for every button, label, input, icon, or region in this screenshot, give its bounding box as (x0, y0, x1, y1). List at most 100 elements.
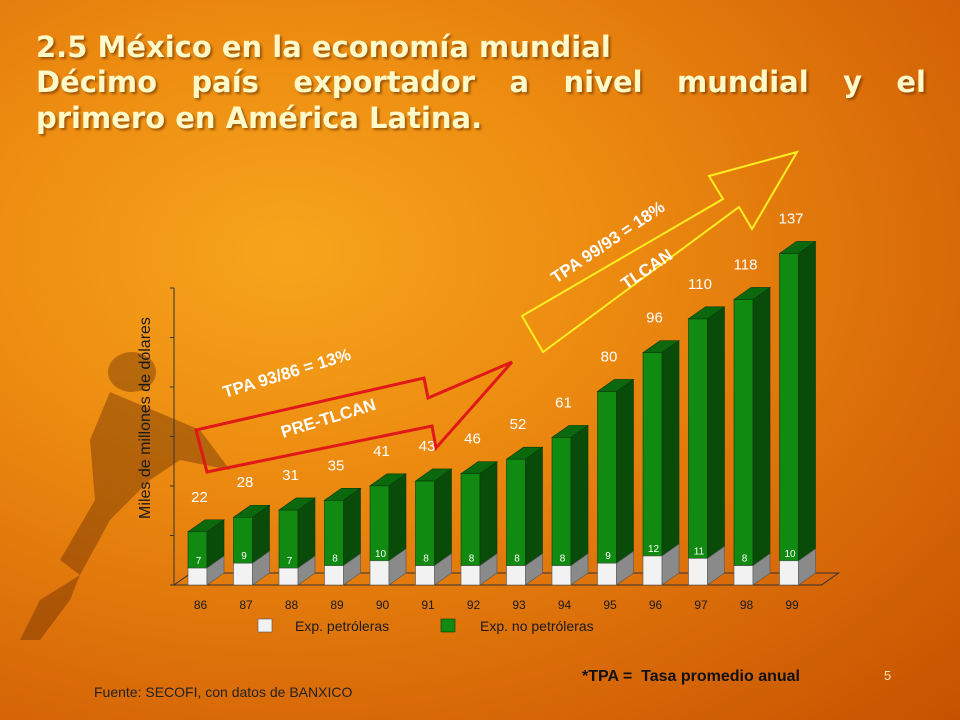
oil-value-label: 8 (514, 554, 520, 565)
bar-oil-side (752, 553, 771, 586)
tlcan-arrow (520, 150, 800, 354)
legend-label-oil: Exp. petróleras (295, 618, 389, 634)
bar-90: 10 41 90 (369, 443, 407, 612)
bar-oil-side (616, 550, 634, 586)
bar-top (187, 519, 225, 533)
oil-value-label: 8 (742, 554, 748, 565)
bar-nonoil-front (733, 299, 754, 566)
bar-oil-front (415, 565, 435, 586)
x-tick-label: 87 (239, 598, 253, 612)
bar-oil-front (642, 555, 663, 586)
bar-91: 8 43 91 (414, 438, 453, 612)
x-tick-label: 96 (649, 598, 663, 612)
bar-nonoil-front (642, 352, 663, 557)
bar-top (505, 446, 544, 460)
tpa-definition: *TPA = Tasa promedio anual (582, 668, 800, 685)
legend: Exp. petróleras Exp. no petróleras (257, 618, 594, 634)
bar-nonoil-side (388, 473, 407, 562)
bar-88: 7 31 88 (278, 467, 316, 612)
x-tick-label: 93 (512, 598, 526, 612)
x-tick-label: 94 (558, 598, 572, 612)
bar-oil-front (187, 567, 208, 586)
bar-nonoil-side (707, 306, 725, 559)
bar-93: 8 52 93 (505, 416, 544, 612)
title-line-1: 2.5 México en la economía mundial (36, 30, 611, 64)
runner-leg (20, 575, 80, 640)
total-value-label: 43 (419, 438, 436, 455)
bar-nonoil-side (661, 340, 680, 557)
bar-oil-front (506, 565, 526, 586)
bar-nonoil-side (479, 461, 498, 567)
bar-oil-front (278, 567, 299, 586)
oil-value-label: 9 (241, 551, 247, 562)
bar-oil-front (779, 560, 799, 586)
bar-nonoil-side (570, 424, 589, 567)
bar-nonoil-front (460, 473, 481, 566)
source-note: Fuente: SECOFI, con datos de BANXICO (94, 684, 353, 700)
bar-oil-side (798, 548, 816, 586)
x-tick-label: 89 (330, 598, 344, 612)
bar-92: 8 46 92 (460, 431, 498, 612)
bar-top (733, 287, 771, 300)
total-value-label: 137 (778, 210, 803, 227)
bar-oil-side (388, 548, 407, 586)
bar-oil-side (297, 555, 316, 586)
slide-title: 2.5 México en la economía mundial Décimo… (36, 30, 926, 136)
total-value-label: 35 (328, 457, 345, 474)
bar-nonoil-side (525, 446, 543, 567)
total-value-label: 28 (237, 474, 254, 491)
oil-value-label: 8 (469, 554, 475, 565)
bar-oil-side (707, 545, 725, 586)
bar-nonoil-side (343, 487, 361, 567)
bar-oil-side (343, 553, 361, 586)
bar-96: 12 96 96 (642, 310, 680, 612)
legend-label-nonoil: Exp. no petróleras (480, 618, 594, 634)
bar-oil-front (233, 562, 253, 586)
bar-89: 8 35 89 (323, 457, 362, 612)
oil-value-label: 8 (332, 554, 338, 565)
bar-top (551, 425, 589, 438)
total-value-label: 110 (688, 276, 712, 293)
bar-top (778, 241, 817, 254)
oil-value-label: 9 (605, 551, 611, 562)
runner-silhouette (20, 352, 230, 640)
pre-tlcan-arrow (194, 360, 514, 474)
bar-nonoil-front (597, 391, 617, 564)
bar-nonoil-front (779, 253, 799, 562)
bar-nonoil-front (688, 318, 708, 559)
bar-95: 9 80 95 (596, 348, 635, 612)
oil-value-label: 8 (423, 554, 429, 565)
bar-oil-front (733, 565, 754, 586)
title-line-2: Décimo país exportador a nivel mundial y… (36, 65, 926, 99)
total-value-label: 52 (510, 416, 527, 433)
bar-top (323, 488, 362, 501)
bar-oil-front (688, 558, 708, 586)
bar-nonoil-side (752, 286, 771, 567)
bar-87: 9 28 87 (232, 474, 271, 612)
bar-94: 8 61 94 (551, 394, 589, 612)
bar-oil-front (324, 565, 344, 586)
bar-nonoil-front (506, 458, 526, 566)
bar-oil-front (597, 562, 617, 586)
x-tick-label: 95 (603, 598, 617, 612)
bar-top (232, 504, 271, 518)
x-tick-label: 91 (421, 598, 435, 612)
bar-86: 7 22 86 (187, 489, 225, 612)
bar-oil-side (525, 553, 543, 586)
total-value-label: 46 (464, 431, 481, 448)
oil-value-label: 7 (287, 556, 293, 567)
runner-head (108, 352, 156, 392)
bar-top (687, 306, 726, 320)
bar-oil-side (206, 555, 225, 586)
bar-top (642, 340, 680, 353)
bar-oil-front (460, 565, 481, 586)
bar-oil-side (661, 543, 680, 586)
bar-nonoil-side (434, 468, 452, 567)
oil-value-label: 7 (196, 556, 202, 567)
bar-oil-front (369, 560, 390, 586)
bar-top (369, 473, 407, 487)
oil-value-label: 8 (560, 554, 566, 565)
x-tick-label: 97 (694, 598, 708, 612)
runner-body (60, 392, 230, 575)
